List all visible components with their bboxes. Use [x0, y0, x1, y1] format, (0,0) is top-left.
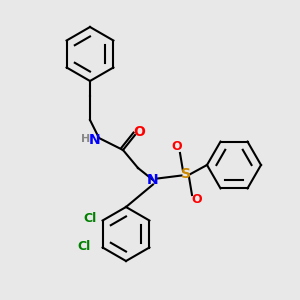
Text: O: O [134, 125, 146, 139]
Text: N: N [147, 173, 159, 187]
Text: H: H [81, 134, 90, 145]
Text: Cl: Cl [83, 212, 97, 226]
Text: O: O [191, 193, 202, 206]
Text: S: S [181, 167, 191, 181]
Text: O: O [172, 140, 182, 154]
Text: Cl: Cl [77, 239, 91, 253]
Text: N: N [89, 133, 100, 146]
